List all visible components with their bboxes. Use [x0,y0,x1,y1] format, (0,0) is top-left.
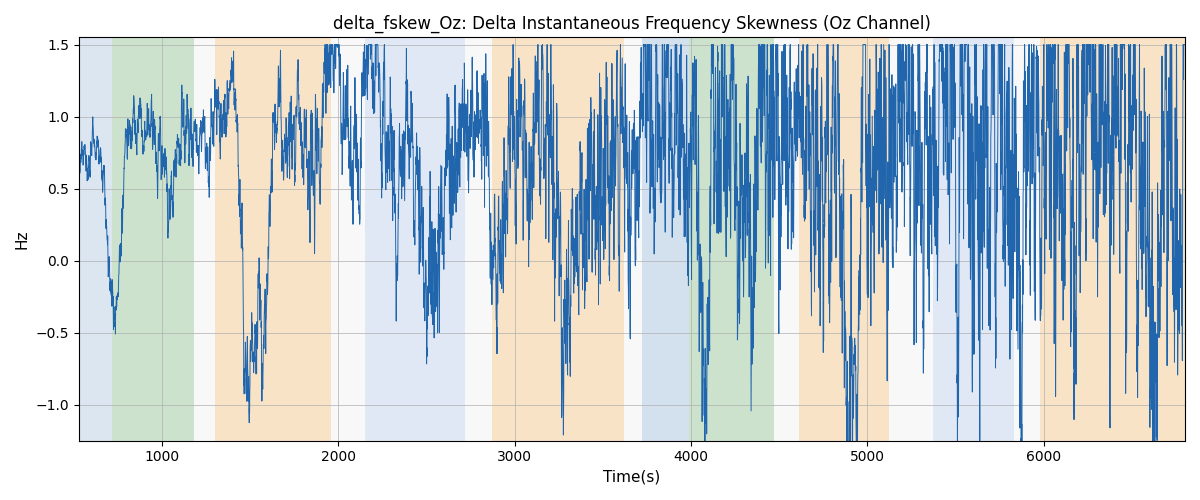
Bar [365,38,466,440]
Bar [1014,38,1040,440]
X-axis label: Time(s): Time(s) [604,470,660,485]
Bar [113,38,193,440]
Bar [642,38,689,440]
Bar [932,38,1014,440]
Y-axis label: Hz: Hz [14,230,30,249]
Bar [624,38,642,440]
Bar [1040,38,1184,440]
Bar [466,38,492,440]
Bar [689,38,774,440]
Bar [215,38,331,440]
Bar [193,38,215,440]
Bar [889,38,932,440]
Title: delta_fskew_Oz: Delta Instantaneous Frequency Skewness (Oz Channel): delta_fskew_Oz: Delta Instantaneous Freq… [334,15,931,34]
Bar [492,38,624,440]
Bar [79,38,113,440]
Bar [331,38,365,440]
Bar [774,38,799,440]
Bar [799,38,889,440]
